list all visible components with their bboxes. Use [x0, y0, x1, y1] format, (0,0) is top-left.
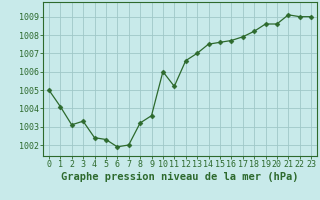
X-axis label: Graphe pression niveau de la mer (hPa): Graphe pression niveau de la mer (hPa): [61, 172, 299, 182]
